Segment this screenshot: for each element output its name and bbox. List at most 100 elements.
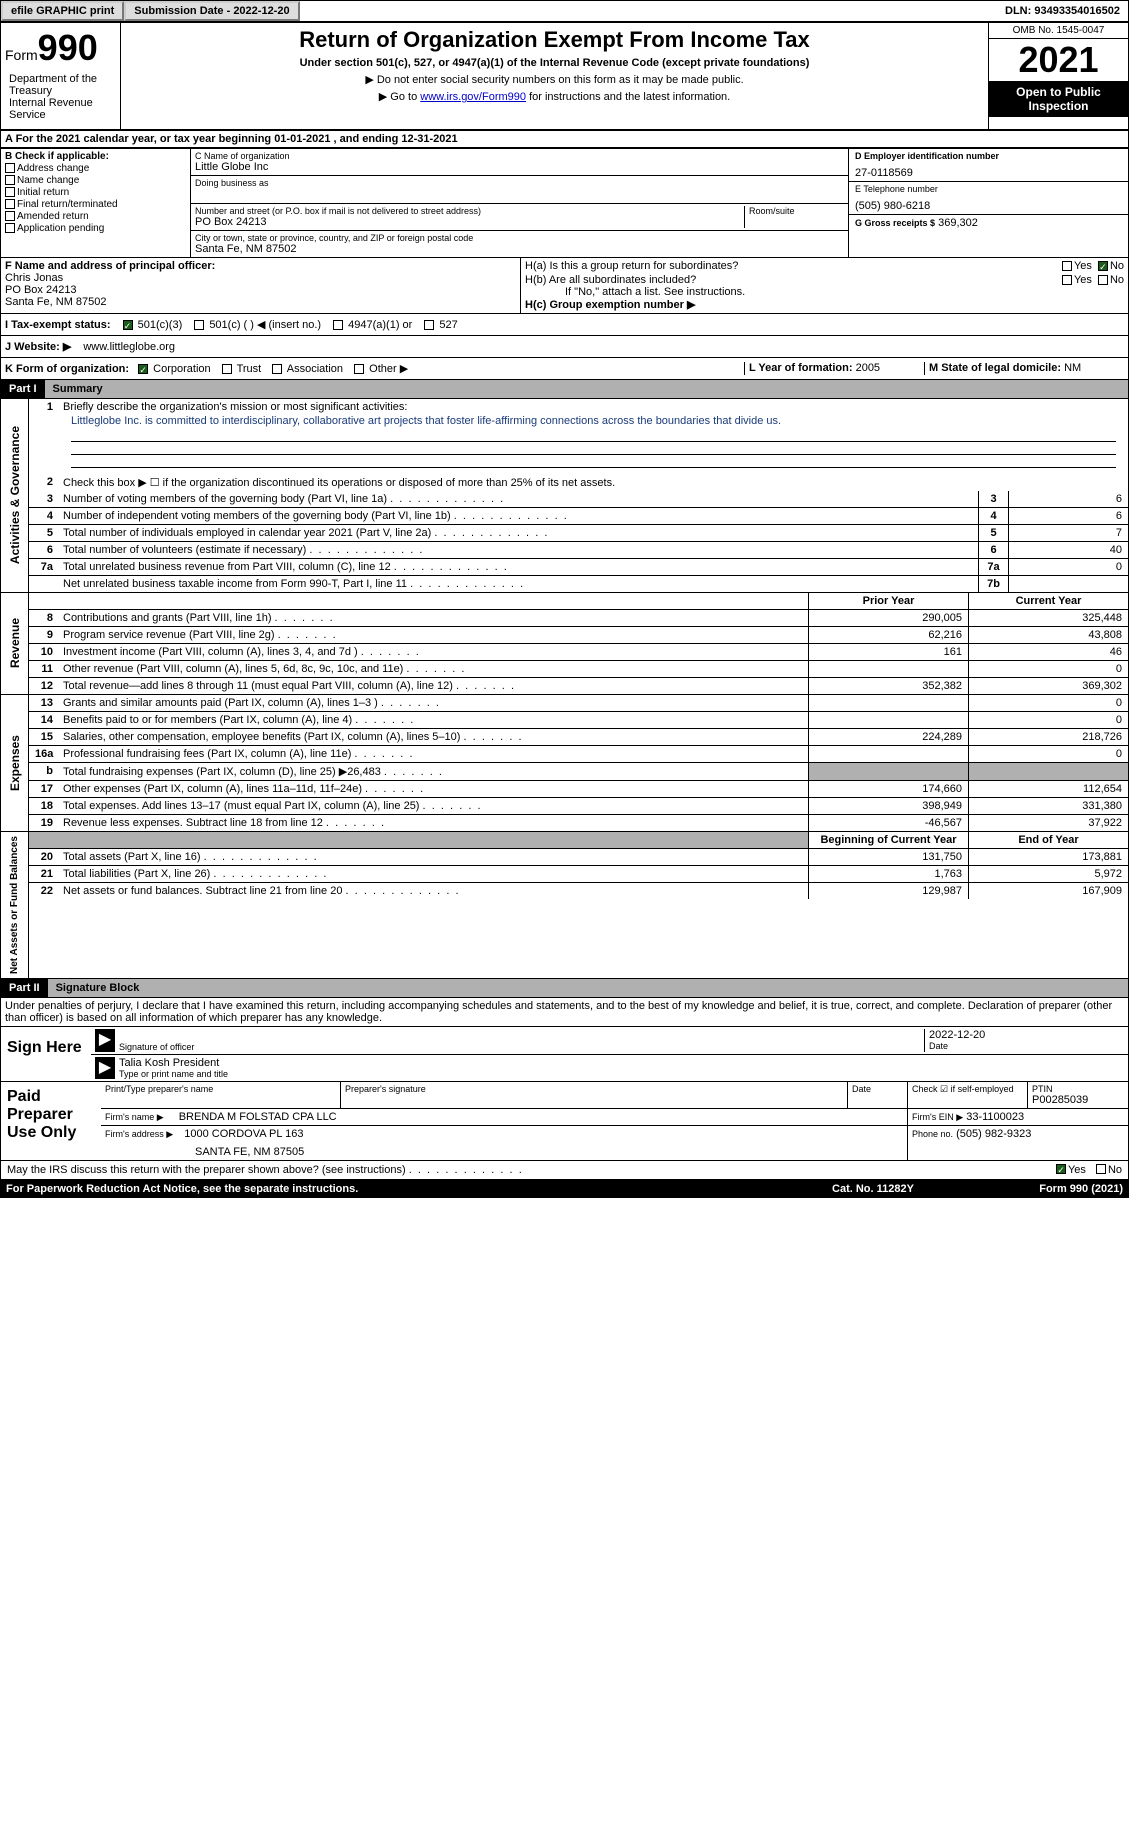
- arrow-icon: ▶: [95, 1029, 115, 1052]
- summary-row: 14Benefits paid to or for members (Part …: [29, 712, 1128, 729]
- part2-badge: Part II: [1, 979, 48, 997]
- m-value: NM: [1064, 362, 1081, 374]
- part2-title: Signature Block: [48, 979, 1128, 997]
- firm-addr2: SANTA FE, NM 87505: [195, 1146, 903, 1158]
- line1-label: Briefly describe the organization's miss…: [63, 401, 407, 413]
- open-inspection: Open to Public Inspection: [989, 81, 1128, 117]
- summary-row: 18Total expenses. Add lines 13–17 (must …: [29, 798, 1128, 815]
- chk-name[interactable]: Name change: [5, 175, 186, 186]
- submission-date-button[interactable]: Submission Date - 2022-12-20: [124, 1, 299, 21]
- addr-label: Number and street (or P.O. box if mail i…: [195, 206, 744, 216]
- gross-label: G Gross receipts $: [855, 218, 935, 228]
- form-org-row: K Form of organization: ✓ Corporation Tr…: [0, 358, 1129, 380]
- penalty-text: Under penalties of perjury, I declare th…: [0, 998, 1129, 1027]
- dln-text: DLN: 93493354016502: [997, 3, 1128, 19]
- summary-row: 8Contributions and grants (Part VIII, li…: [29, 610, 1128, 627]
- prep-label: Paid Preparer Use Only: [1, 1082, 101, 1160]
- chk-amended[interactable]: Amended return: [5, 211, 186, 222]
- note-ssn: ▶ Do not enter social security numbers o…: [129, 73, 980, 86]
- footer-mid: Cat. No. 11282Y: [783, 1183, 963, 1195]
- sig-date-val: 2022-12-20: [929, 1029, 1124, 1041]
- summary-row: bTotal fundraising expenses (Part IX, co…: [29, 763, 1128, 781]
- room-label: Room/suite: [749, 206, 844, 216]
- ha-no[interactable]: ✓: [1098, 261, 1108, 271]
- summary-row: 3Number of voting members of the governi…: [29, 491, 1128, 508]
- summary-row: 9Program service revenue (Part VIII, lin…: [29, 627, 1128, 644]
- summary-row: 22Net assets or fund balances. Subtract …: [29, 883, 1128, 899]
- summary-row: 15Salaries, other compensation, employee…: [29, 729, 1128, 746]
- city-label: City or town, state or province, country…: [195, 233, 844, 243]
- chk-corp[interactable]: ✓: [138, 364, 148, 374]
- summary-row: 12Total revenue—add lines 8 through 11 (…: [29, 678, 1128, 694]
- irs-link[interactable]: www.irs.gov/Form990: [420, 91, 526, 103]
- summary-row: 20Total assets (Part X, line 16)131,7501…: [29, 849, 1128, 866]
- sign-here-label: Sign Here: [1, 1027, 91, 1081]
- discuss-text: May the IRS discuss this return with the…: [7, 1164, 1056, 1176]
- hb-label: H(b) Are all subordinates included?: [525, 274, 1062, 286]
- prep-phone-label: Phone no.: [912, 1129, 953, 1139]
- entity-info: B Check if applicable: Address change Na…: [0, 148, 1129, 258]
- prep-sig-label: Preparer's signature: [341, 1082, 848, 1108]
- efile-print-button[interactable]: efile GRAPHIC print: [1, 1, 124, 21]
- arrow-icon: ▶: [95, 1057, 115, 1079]
- sign-here: Sign Here ▶ Signature of officer 2022-12…: [0, 1027, 1129, 1082]
- summary-row: 13Grants and similar amounts paid (Part …: [29, 695, 1128, 712]
- hb-no[interactable]: [1098, 275, 1108, 285]
- website-value: www.littleglobe.org: [83, 341, 175, 353]
- group-return: H(a) Is this a group return for subordin…: [521, 258, 1128, 313]
- part1-header: Part I Summary: [0, 380, 1129, 399]
- footer: For Paperwork Reduction Act Notice, see …: [0, 1180, 1129, 1198]
- part1-badge: Part I: [1, 380, 45, 398]
- form-title: Return of Organization Exempt From Incom…: [129, 27, 980, 53]
- ha-yes[interactable]: [1062, 261, 1072, 271]
- prep-date-label: Date: [848, 1082, 908, 1108]
- hb-yes[interactable]: [1062, 275, 1072, 285]
- chk-final[interactable]: Final return/terminated: [5, 199, 186, 210]
- officer-addr2: Santa Fe, NM 87502: [5, 296, 516, 308]
- addr-value: PO Box 24213: [195, 216, 744, 228]
- dept-text: Department of the Treasury Internal Reve…: [5, 69, 116, 125]
- footer-right: Form 990 (2021): [963, 1183, 1123, 1195]
- summary-row: 4Number of independent voting members of…: [29, 508, 1128, 525]
- chk-501c3[interactable]: ✓: [123, 320, 133, 330]
- chk-501c[interactable]: [194, 320, 204, 330]
- sig-date-label: Date: [929, 1041, 1124, 1051]
- gross-value: 369,302: [938, 217, 978, 229]
- sig-officer-label: Signature of officer: [115, 1042, 924, 1052]
- officer-name-title: Talia Kosh President: [119, 1057, 1124, 1069]
- line2-text: Check this box ▶ ☐ if the organization d…: [59, 474, 1128, 491]
- form-number: 990: [38, 27, 98, 68]
- chk-initial[interactable]: Initial return: [5, 187, 186, 198]
- chk-pending[interactable]: Application pending: [5, 223, 186, 234]
- side-revenue: Revenue: [6, 614, 24, 672]
- ein-value: 27-0118569: [855, 167, 1122, 179]
- phone-label: E Telephone number: [855, 184, 1122, 194]
- officer-addr1: PO Box 24213: [5, 284, 516, 296]
- chk-trust[interactable]: [222, 364, 232, 374]
- firm-ein-label: Firm's EIN ▶: [912, 1112, 963, 1122]
- officer-label: F Name and address of principal officer:: [5, 260, 516, 272]
- chk-527[interactable]: [424, 320, 434, 330]
- summary-row: Net unrelated business taxable income fr…: [29, 576, 1128, 592]
- chk-other[interactable]: [354, 364, 364, 374]
- ptin-label: PTIN: [1032, 1084, 1124, 1094]
- paid-preparer: Paid Preparer Use Only Print/Type prepar…: [0, 1082, 1129, 1161]
- discuss-no[interactable]: [1096, 1164, 1106, 1174]
- chk-4947[interactable]: [333, 320, 343, 330]
- summary-row: 17Other expenses (Part IX, column (A), l…: [29, 781, 1128, 798]
- summary-row: 7aTotal unrelated business revenue from …: [29, 559, 1128, 576]
- summary-row: 11Other revenue (Part VIII, column (A), …: [29, 661, 1128, 678]
- part1-title: Summary: [45, 380, 1128, 398]
- ha-label: H(a) Is this a group return for subordin…: [525, 260, 1062, 272]
- expenses-section: Expenses 13Grants and similar amounts pa…: [0, 695, 1129, 832]
- name-title-label: Type or print name and title: [119, 1069, 1124, 1079]
- summary-row: 10Investment income (Part VIII, column (…: [29, 644, 1128, 661]
- tax-exempt-status: I Tax-exempt status: ✓ 501(c)(3) 501(c) …: [0, 314, 1129, 336]
- officer-info: F Name and address of principal officer:…: [1, 258, 521, 313]
- chk-assoc[interactable]: [272, 364, 282, 374]
- side-expenses: Expenses: [6, 731, 24, 795]
- discuss-yes[interactable]: ✓: [1056, 1164, 1066, 1174]
- org-name: Little Globe Inc: [195, 161, 844, 173]
- chk-address[interactable]: Address change: [5, 163, 186, 174]
- hb-note: If "No," attach a list. See instructions…: [525, 286, 1124, 298]
